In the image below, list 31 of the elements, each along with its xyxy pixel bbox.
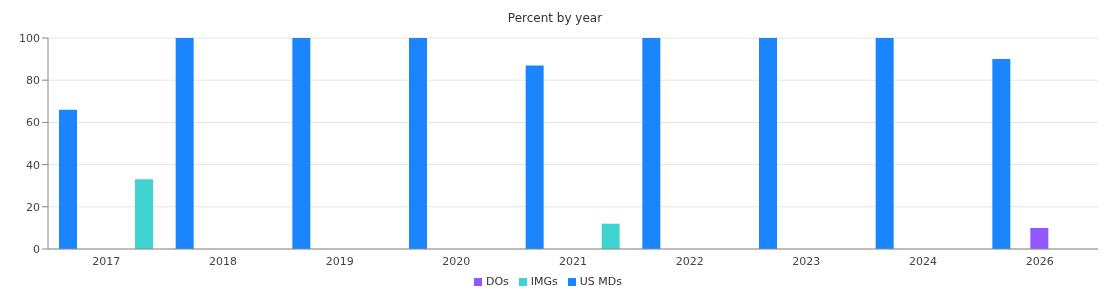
bar (601, 223, 620, 249)
x-tick-label: 2019 (325, 254, 354, 268)
x-tick-label: 2026 (1025, 254, 1054, 268)
x-tick-label: 2021 (559, 254, 587, 268)
x-tick-label: 2017 (92, 254, 121, 268)
bar (59, 109, 77, 249)
bar (642, 38, 661, 249)
bar (1030, 227, 1049, 249)
bar (175, 38, 194, 249)
y-tick-label: 0 (33, 242, 40, 256)
y-tick-label: 100 (19, 31, 40, 45)
x-tick-label: 2024 (909, 254, 937, 268)
bar (292, 38, 311, 249)
bar (409, 38, 427, 249)
bar (135, 179, 153, 249)
x-tick-label: 2023 (792, 254, 821, 268)
legend-label: US MDs (579, 275, 623, 288)
legend-label: IMGs (530, 275, 558, 288)
y-tick-label: 80 (26, 74, 40, 88)
legend-label: DOs (485, 275, 509, 288)
x-tick-label: 2022 (675, 254, 704, 268)
x-tick-label: 2020 (442, 254, 471, 268)
y-tick-label: 60 (26, 116, 40, 130)
y-tick-label: 40 (26, 158, 40, 172)
y-tick-label: 20 (26, 200, 40, 214)
bar (875, 38, 894, 249)
chart-title: Percent by year (506, 10, 604, 27)
x-tick-label: 2018 (209, 254, 237, 268)
bar (525, 65, 544, 249)
bar (759, 38, 777, 249)
bar (992, 59, 1011, 249)
